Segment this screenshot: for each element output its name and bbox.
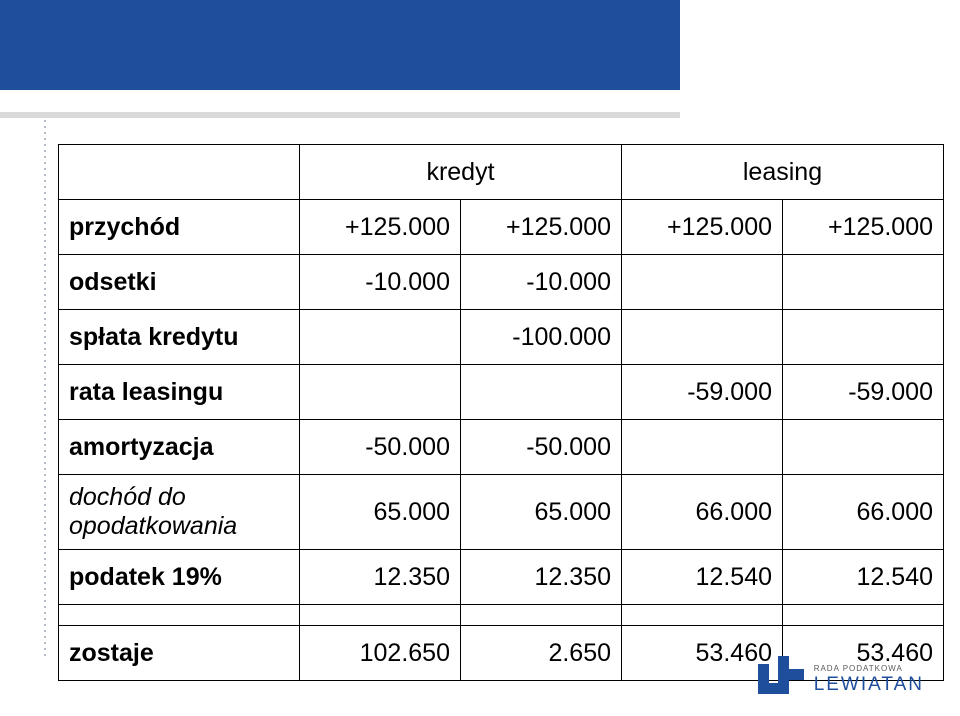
corner-cell [59,145,300,200]
cell [622,310,783,365]
cell [622,420,783,475]
cell: -100.000 [461,310,622,365]
cell [783,255,944,310]
spacer-cell [622,605,783,626]
spacer-cell [461,605,622,626]
group-leasing: leasing [622,145,944,200]
label-splata: spłata kredytu [59,310,300,365]
row-podatek: podatek 19% 12.350 12.350 12.540 12.540 [59,550,944,605]
row-amort: amortyzacja -50.000 -50.000 [59,420,944,475]
cell: 66.000 [622,475,783,550]
cell: 65.000 [300,475,461,550]
row-odsetki: odsetki -10.000 -10.000 [59,255,944,310]
row-przychod: przychód +125.000 +125.000 +125.000 +125… [59,200,944,255]
cell [783,310,944,365]
label-odsetki: odsetki [59,255,300,310]
label-amort: amortyzacja [59,420,300,475]
label-dochod: dochód do opodatkowania [59,475,300,550]
row-splata: spłata kredytu -100.000 [59,310,944,365]
label-podatek: podatek 19% [59,550,300,605]
logo-text: RADA PODATKOWA LEWIATAN [814,665,924,694]
cell [461,365,622,420]
row-rata: rata leasingu -59.000 -59.000 [59,365,944,420]
spacer-row [59,605,944,626]
cell: +125.000 [461,200,622,255]
finance-table: kredyt leasing przychód +125.000 +125.00… [58,144,944,681]
cell: -10.000 [461,255,622,310]
label-rata: rata leasingu [59,365,300,420]
cell [300,310,461,365]
logo-mark-icon [758,654,804,694]
logo-small-text: RADA PODATKOWA [814,665,924,673]
cell: +125.000 [300,200,461,255]
cell: 12.350 [461,550,622,605]
cell: -50.000 [300,420,461,475]
row-dochod: dochód do opodatkowania 65.000 65.000 66… [59,475,944,550]
label-przychod: przychód [59,200,300,255]
label-zostaje: zostaje [59,626,300,681]
cell [622,255,783,310]
header-underline [0,112,680,118]
spacer-cell [783,605,944,626]
cell: -59.000 [622,365,783,420]
cell: 12.540 [622,550,783,605]
spacer-cell [300,605,461,626]
cell: 12.540 [783,550,944,605]
group-header-row: kredyt leasing [59,145,944,200]
cell: -50.000 [461,420,622,475]
cell: 12.350 [300,550,461,605]
cell: +125.000 [783,200,944,255]
cell: +125.000 [622,200,783,255]
cell: 65.000 [461,475,622,550]
cell: -59.000 [783,365,944,420]
cell: -10.000 [300,255,461,310]
logo-big-text: LEWIATAN [814,675,924,694]
cell: 102.650 [300,626,461,681]
cell: 2.650 [461,626,622,681]
logo: RADA PODATKOWA LEWIATAN [758,654,924,694]
cell [300,365,461,420]
header-bar [0,0,680,90]
dotted-margin [44,118,46,658]
cell [783,420,944,475]
group-kredyt: kredyt [300,145,622,200]
spacer-cell [59,605,300,626]
cell: 66.000 [783,475,944,550]
